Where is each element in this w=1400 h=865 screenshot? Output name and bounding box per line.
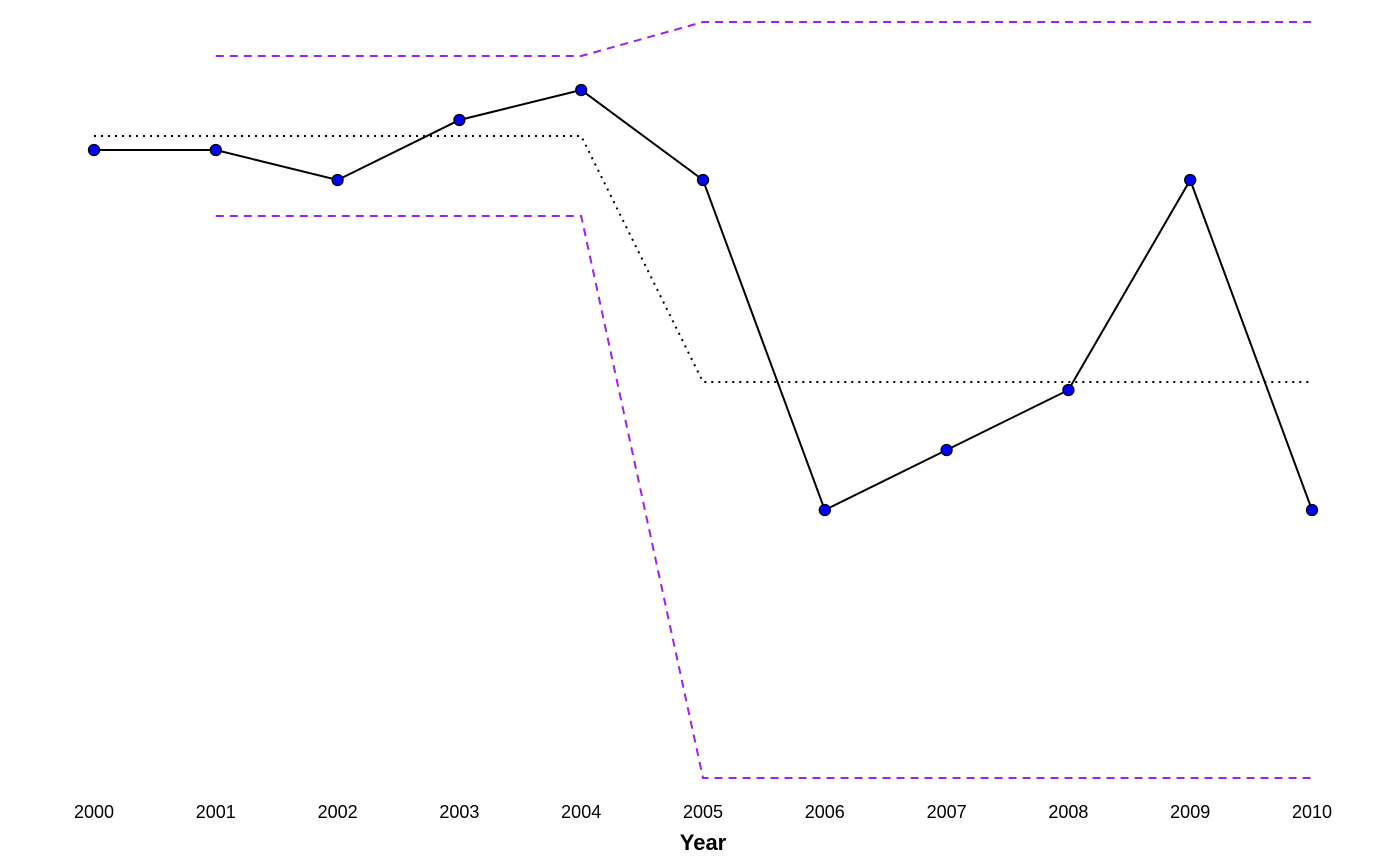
data-point-2001 (209, 143, 222, 157)
x-tick-label-2000: 2000 (74, 802, 114, 822)
series-line-observed (94, 88, 1313, 512)
data-point-2003 (453, 113, 466, 127)
data-point-2004 (575, 83, 588, 97)
data-point-2007 (940, 443, 953, 457)
x-tick-label-2006: 2006 (805, 802, 845, 822)
x-tick-label-2002: 2002 (318, 802, 358, 822)
data-point-2010 (1305, 503, 1319, 517)
x-tick-label-2010: 2010 (1292, 802, 1332, 822)
data-point-2000 (87, 143, 101, 157)
x-tick-label-2001: 2001 (196, 802, 236, 822)
data-point-2006 (818, 503, 831, 517)
x-tick-label-2003: 2003 (439, 802, 479, 822)
data-point-2009 (1184, 173, 1197, 187)
x-tick-label-2009: 2009 (1170, 802, 1210, 822)
series-line-lower (215, 215, 1312, 779)
x-axis-tick-labels: 2000 2001 2002 2003 2004 2005 2006 2007 2008 2009… (74, 802, 1332, 822)
x-tick-label-2007: 2007 (927, 802, 967, 822)
x-tick-label-2004: 2004 (561, 802, 601, 822)
series-line-fitted (94, 135, 1312, 383)
x-axis-title: Year (680, 830, 727, 855)
series-lines (94, 21, 1313, 779)
x-tick-label-2008: 2008 (1048, 802, 1088, 822)
data-point-2002 (331, 173, 344, 187)
data-point-2005 (696, 173, 710, 187)
data-point-2008 (1062, 383, 1075, 397)
x-tick-label-2005: 2005 (683, 802, 723, 822)
series-points (87, 83, 1319, 517)
series-line-upper (215, 21, 1312, 57)
